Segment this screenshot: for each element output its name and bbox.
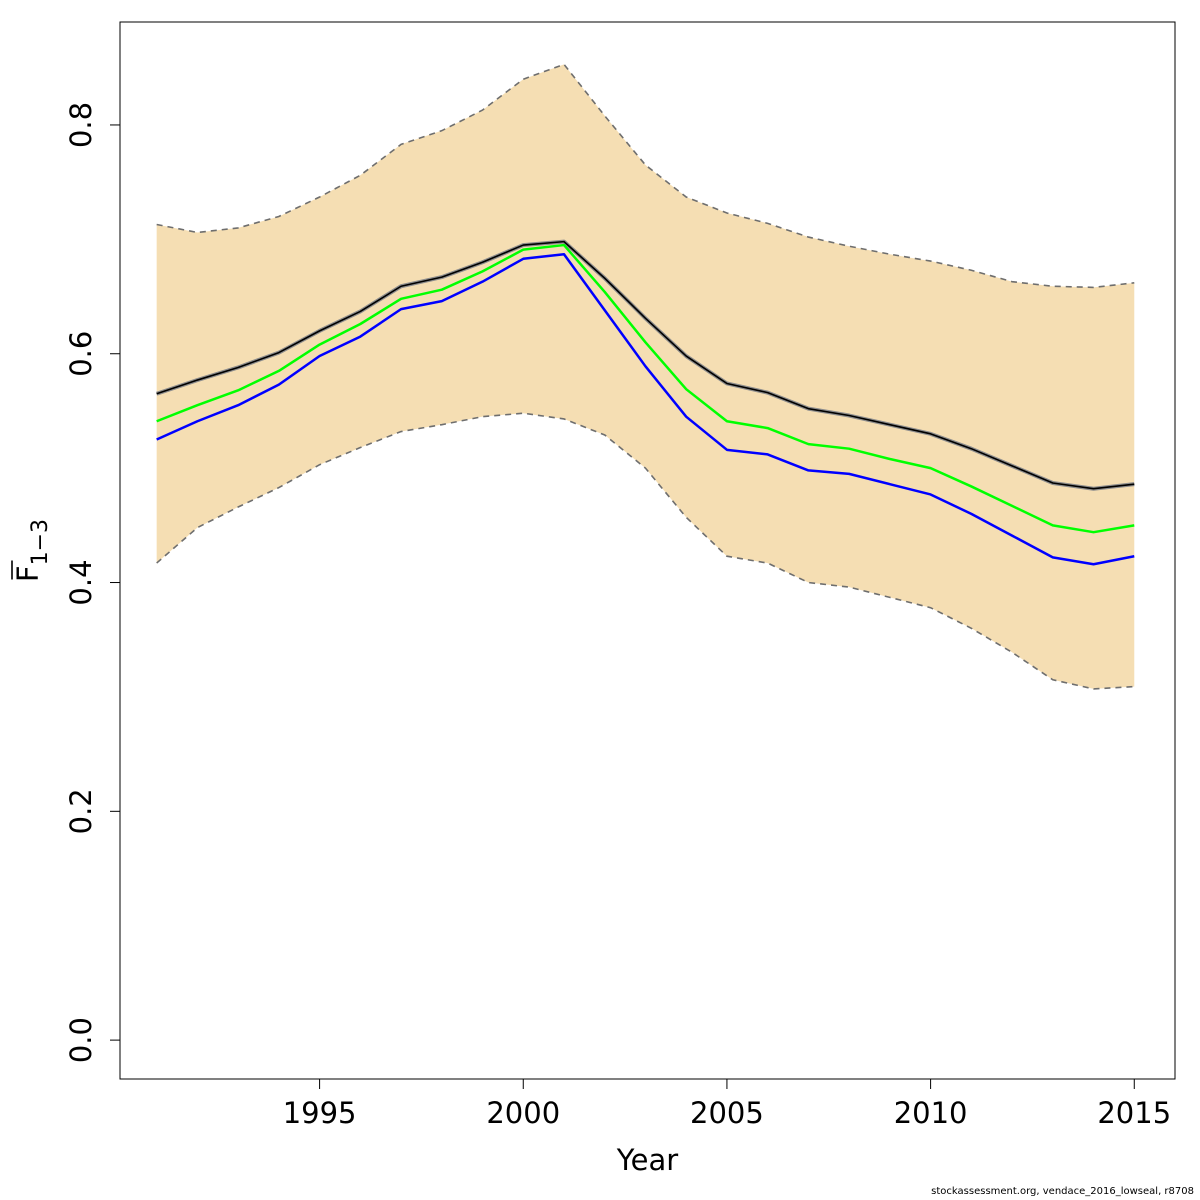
x-tick-label-2000: 2000 xyxy=(486,1096,560,1130)
series-line-2 xyxy=(156,252,1135,566)
x-tick-label-1995: 1995 xyxy=(283,1096,357,1130)
footer-credit: stockassessment.org, vendace_2016_lowsea… xyxy=(931,1186,1194,1197)
y-tick-label-1: 0.2 xyxy=(64,788,98,834)
series-line-0 xyxy=(156,240,1135,490)
y-tick-label-4: 0.8 xyxy=(64,102,98,148)
x-axis: 1995 2000 2005 2010 2015 xyxy=(283,1078,1171,1130)
series-lines-layer xyxy=(156,239,1135,566)
band-lower-bound xyxy=(156,412,1135,690)
band-upper-bound xyxy=(156,63,1135,289)
confidence-band xyxy=(156,64,1135,689)
svg-text:F1−3: F1−3 xyxy=(11,519,53,582)
x-tick-label-2015: 2015 xyxy=(1097,1096,1171,1130)
y-tick-label-3: 0.6 xyxy=(64,331,98,377)
y-tick-label-2: 0.4 xyxy=(64,559,98,605)
confidence-band-layer xyxy=(156,63,1135,690)
series-line-1 xyxy=(156,243,1135,534)
y-axis-title-main: F xyxy=(11,565,45,582)
x-axis-title: Year xyxy=(616,1143,678,1177)
y-tick-label-0: 0.0 xyxy=(64,1017,98,1063)
y-axis-title-subscript: 1−3 xyxy=(28,519,53,565)
x-tick-label-2010: 2010 xyxy=(894,1096,968,1130)
x-tick-label-2005: 2005 xyxy=(690,1096,764,1130)
y-axis: 0.0 0.2 0.4 0.6 0.8 xyxy=(64,102,121,1063)
y-axis-title: F1−3 xyxy=(11,519,53,582)
